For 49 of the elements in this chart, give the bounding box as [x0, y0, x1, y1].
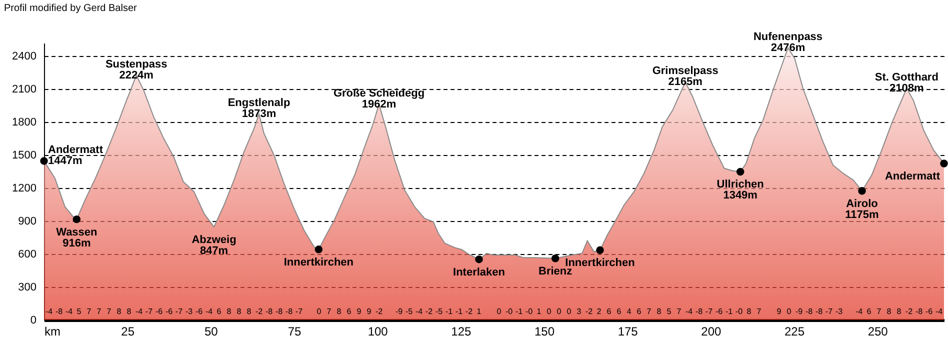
- text: -4 -8 -4 5 7 7 7 8 8 -4 -7 -6 -6 -7 -3 -6 -4 6 8 8 8 -2 -8 -8 -8 -7: [45, 307, 303, 316]
- y-tick-label: 1500: [12, 150, 36, 162]
- annotation: Sustenpass 2224m: [105, 58, 168, 82]
- annotation: Nufenenpass 2476m: [753, 30, 823, 54]
- x-tick-label: 225: [784, 324, 805, 338]
- x-tick-label: km: [44, 324, 60, 338]
- y-tick-label: 1200: [12, 182, 36, 195]
- annotation: Airolo 1175m: [845, 198, 880, 221]
- text: 0 -0 -1 -0 1 0 0 0 3 -2 2 6 6 4 6 7 8 5 7 -4 -8 -7 -6 -1 -0 8 7: [496, 307, 762, 316]
- y-tick-label: 1800: [12, 116, 36, 129]
- point: [940, 160, 948, 168]
- annotation: Wassen 916m: [56, 226, 98, 250]
- y-tick-label: 0: [30, 314, 36, 326]
- x-tick-label: 100: [368, 324, 388, 338]
- x-tick-label: 125: [451, 324, 472, 338]
- annotation: 0 7 8 6 9 9 -2: [316, 307, 384, 316]
- annotation: Innertkirchen: [284, 256, 354, 268]
- point: [72, 215, 81, 224]
- annotation: Andermatt: [884, 170, 940, 182]
- x-tick-label: 75: [288, 324, 302, 338]
- point: [596, 246, 604, 254]
- annotation: Andermatt 1447m: [48, 144, 104, 167]
- point: [736, 168, 744, 176]
- text: -4 6 7 8 8 -2 -8 -6 -4: [855, 307, 943, 316]
- annotation: Ullrichen 1349m: [716, 178, 764, 202]
- point: [40, 157, 48, 165]
- annotation: Grimselpass 2165m: [652, 65, 718, 88]
- y-tick-label: 2400: [12, 50, 36, 63]
- annotation: Engstlenalp 1873m: [228, 97, 290, 120]
- x-tick-label: 50: [204, 324, 218, 338]
- chart-title: Profil modified by Gerd Balser: [4, 2, 138, 14]
- x-tick-label: 200: [701, 324, 722, 338]
- point: [314, 246, 323, 254]
- x-tick-label: 150: [534, 324, 555, 338]
- x-tick-label: 175: [618, 324, 638, 338]
- x-tick-label: 250: [868, 324, 888, 338]
- y-tick-label: 2100: [12, 84, 36, 96]
- point: [475, 255, 483, 264]
- annotation: Interlaken: [453, 266, 506, 278]
- y-tick-label: 900: [18, 216, 36, 228]
- annotation: 9 0 -9 -8 -8 -7 -3: [776, 307, 844, 316]
- y-tick-label: 600: [18, 248, 36, 261]
- text: -9 -5 -4 -2 -5 -1 -1 -2 1: [395, 307, 482, 316]
- annotation: Große Scheidegg 1962m: [333, 87, 425, 110]
- point: [858, 186, 866, 195]
- annotation: Abzweig 847m: [192, 234, 236, 257]
- y-tick-label: 300: [18, 282, 36, 294]
- point: [551, 254, 560, 262]
- x-tick-label: 25: [121, 324, 135, 338]
